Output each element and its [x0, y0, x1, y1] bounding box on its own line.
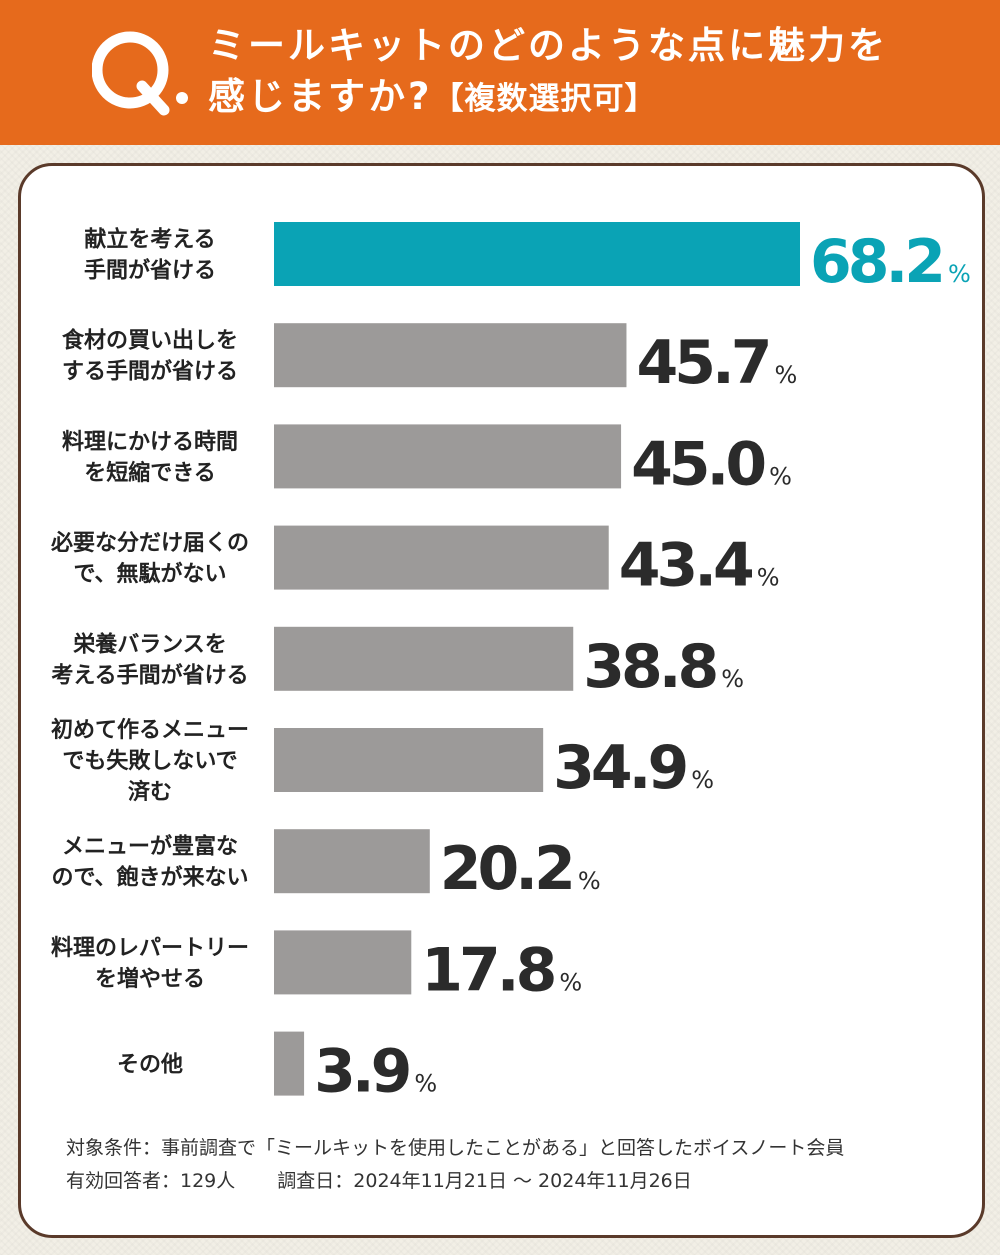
- category-label-8: その他: [117, 1053, 183, 1078]
- value-label-0: 68.2%: [810, 227, 971, 297]
- bar-4: [274, 626, 574, 691]
- bar-8: [274, 1031, 305, 1096]
- category-label-1: 食材の買い出しをする手間が省ける: [62, 328, 238, 385]
- bar-2: [274, 424, 622, 489]
- value-label-4: 38.8%: [583, 632, 744, 702]
- category-label-0: 献立を考える手間が省ける: [84, 227, 216, 284]
- value-label-7: 17.8%: [421, 935, 582, 1005]
- header-banner: ミールキットのどのような点に魅力を 感じますか?【複数選択可】: [0, 0, 1000, 145]
- survey-condition: 対象条件：事前調査で「ミールキットを使用したことがある」と回答したボイスノート会…: [66, 1137, 845, 1159]
- value-label-8: 3.9%: [314, 1037, 437, 1107]
- category-label-7: 料理のレパートリーを増やせる: [51, 936, 249, 992]
- question-title: ミールキットのどのような点に魅力を 感じますか?【複数選択可】: [208, 20, 968, 125]
- bar-1: [274, 323, 627, 388]
- title-sub: 【複数選択可】: [432, 81, 657, 117]
- value-label-6: 20.2%: [440, 834, 601, 904]
- category-label-5: 初めて作るメニューでも失敗しないで済む: [51, 717, 249, 805]
- bar-7: [274, 930, 412, 995]
- survey-respondents-date: 有効回答者：129人 調査日：2024年11月21日 〜 2024年11月26日: [66, 1165, 966, 1198]
- bar-6: [274, 829, 430, 894]
- title-line-1: ミールキットのどのような点に魅力を: [208, 24, 888, 67]
- bar-0: [274, 222, 800, 286]
- bar-chart: 68.2 % 献立を考える手間が省ける 45.7 % 食材の買い出しをする手間が省ける 45…: [51, 222, 971, 1107]
- value-label-3: 43.4%: [619, 531, 780, 601]
- value-label-1: 45.7%: [636, 328, 797, 398]
- value-label-5: 34.9%: [553, 733, 714, 803]
- bar-3: [274, 525, 609, 590]
- survey-date: 調査日：2024年11月21日 〜 2024年11月26日: [277, 1170, 692, 1192]
- survey-notes: 対象条件：事前調査で「ミールキットを使用したことがある」と回答したボイスノート会…: [66, 1132, 966, 1198]
- q-mark-icon: [92, 31, 188, 116]
- category-label-4: 栄養バランスを考える手間が省ける: [51, 631, 248, 688]
- survey-respondents: 有効回答者：129人: [66, 1170, 236, 1192]
- value-label-2: 45.0%: [631, 429, 792, 499]
- category-label-6: メニューが豊富なので、飽きが来ない: [51, 834, 248, 891]
- title-line-2: 感じますか?: [208, 75, 433, 118]
- category-label-2: 料理にかける時間を短縮できる: [62, 430, 238, 486]
- bar-5: [274, 728, 544, 792]
- category-label-3: 必要な分だけ届くので、無駄がない: [51, 530, 249, 587]
